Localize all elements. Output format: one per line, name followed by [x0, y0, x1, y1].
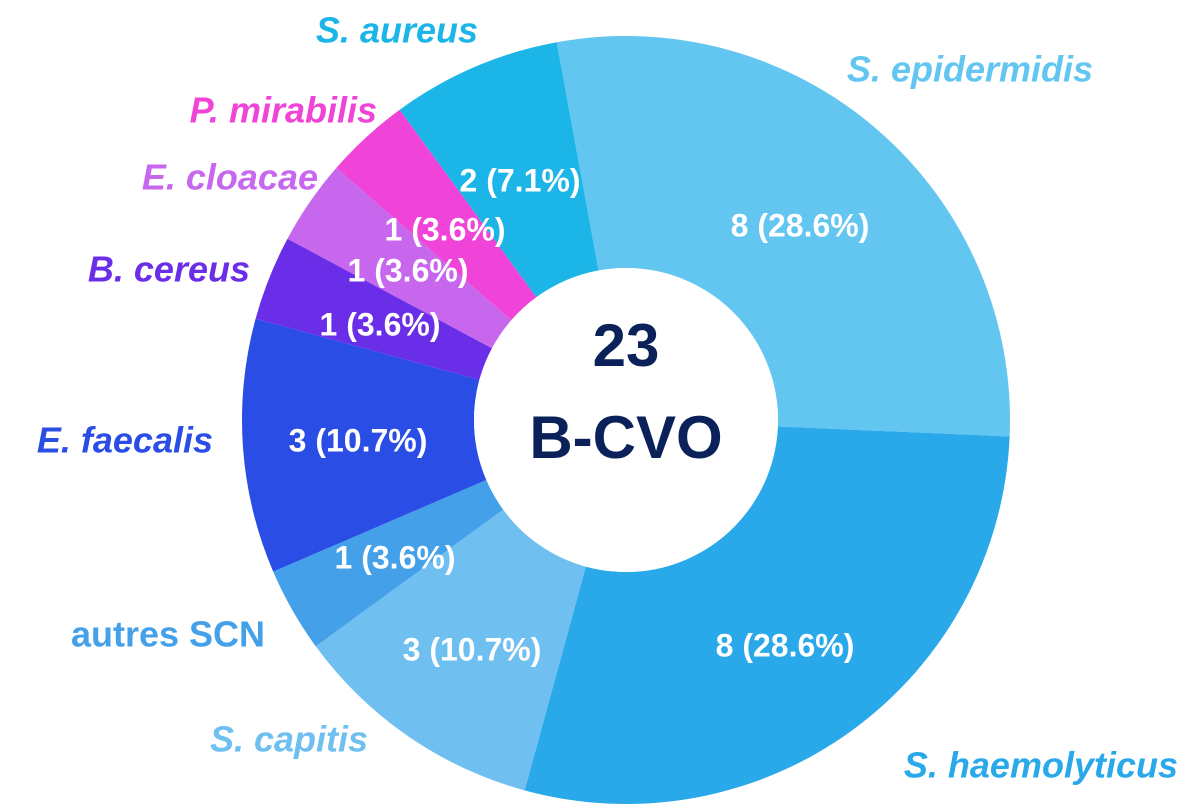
donut-slice: [336, 109, 537, 321]
donut-slice: [242, 318, 487, 572]
donut-slice: [556, 36, 1010, 437]
category-label: S. capitis: [210, 719, 368, 760]
category-label: P. mirabilis: [190, 90, 377, 131]
donut-slice: [524, 426, 1010, 804]
center-text: B-CVO: [529, 404, 722, 471]
value-label: 1 (3.6%): [335, 539, 456, 575]
category-label: autres SCN: [71, 614, 265, 655]
category-label: E. faecalis: [37, 420, 213, 461]
value-label: 1 (3.6%): [320, 306, 441, 342]
donut-hole: [474, 268, 778, 572]
category-label: S. haemolyticus: [904, 745, 1178, 786]
value-label: 1 (3.6%): [348, 252, 469, 288]
value-label: 2 (7.1%): [460, 162, 581, 198]
value-label: 1 (3.6%): [385, 211, 506, 247]
category-label: B. cereus: [88, 249, 250, 290]
value-label: 8 (28.6%): [716, 627, 855, 663]
donut-slice: [399, 42, 599, 298]
donut-slice: [315, 509, 586, 791]
donut-slice: [287, 167, 512, 349]
category-label: S. epidermidis: [847, 49, 1093, 90]
donut-slice: [273, 480, 504, 647]
category-label: S. aureus: [316, 10, 478, 51]
value-label: 8 (28.6%): [731, 207, 870, 243]
value-label: 3 (10.7%): [403, 631, 542, 667]
donut-slice: [255, 238, 493, 380]
center-text: 23: [593, 312, 660, 379]
category-label: E. cloacae: [142, 157, 318, 198]
value-label: 3 (10.7%): [289, 422, 428, 458]
